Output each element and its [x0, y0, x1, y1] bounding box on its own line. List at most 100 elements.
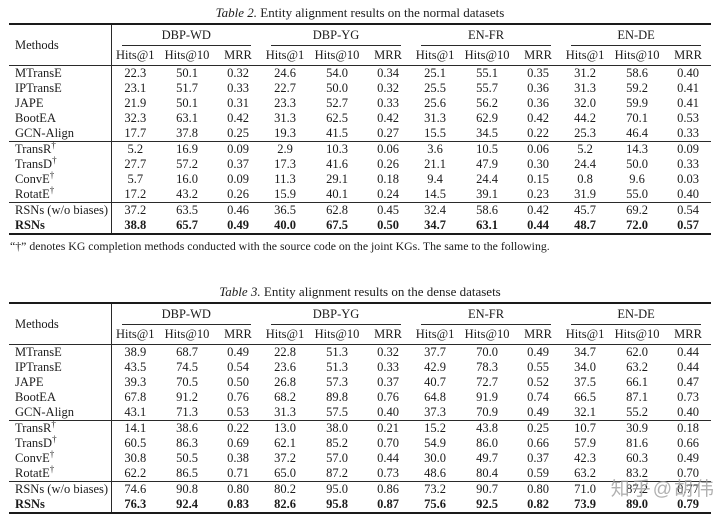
value-cell: 87.1: [626, 390, 648, 404]
method-cell: RotatE†: [15, 463, 55, 480]
value-cell: 70.9: [476, 405, 498, 419]
value-cell: 5.2: [577, 142, 593, 156]
value-cell: 0.82: [527, 497, 549, 511]
value-cell: 0.31: [227, 96, 249, 110]
metric-header: MRR: [515, 46, 562, 66]
metric-header: MRR: [365, 325, 412, 345]
value-cell: 25.1: [424, 66, 446, 80]
value-cell: 80.2: [274, 482, 296, 496]
value-cell: 14.1: [110, 420, 159, 436]
value-cell: 91.9: [476, 390, 498, 404]
value-cell: 0.50: [227, 375, 249, 389]
value-cell: 57.5: [326, 405, 348, 419]
value-cell: 40.0: [274, 218, 296, 232]
value-cell: 0.71: [227, 466, 249, 480]
value-cell: 52.7: [326, 96, 348, 110]
value-cell: 86.0: [476, 436, 498, 450]
value-cell: 15.2: [424, 421, 446, 435]
value-cell: 40.7: [424, 375, 446, 389]
table-row: MTransE 22.3 50.1 0.32 24.6 54.0 0.34 25.1 55.1 0…: [9, 65, 711, 81]
value-cell: 38.9: [110, 344, 159, 360]
value-cell: 0.76: [227, 390, 249, 404]
value-cell: 57.0: [326, 451, 348, 465]
value-cell: 71.0: [574, 482, 596, 496]
metric-header: Hits@1: [110, 46, 159, 66]
value-cell: 50.1: [176, 66, 198, 80]
value-cell: 90.7: [476, 482, 498, 496]
value-cell: 63.5: [176, 203, 198, 217]
value-cell: 0.53: [227, 405, 249, 419]
value-cell: 78.3: [476, 360, 498, 374]
value-cell: 16.9: [176, 142, 198, 156]
value-cell: 62.1: [274, 436, 296, 450]
value-cell: 0.42: [227, 111, 249, 125]
value-cell: 41.6: [326, 157, 348, 171]
value-cell: 31.2: [574, 66, 596, 80]
table-row: RSNs (w/o biases) 37.2 63.5 0.46 36.5 62.8 0.4…: [9, 202, 711, 218]
value-cell: 0.54: [227, 360, 249, 374]
value-cell: 0.18: [677, 421, 700, 435]
table-row: TransR† 14.1 38.6 0.22 13.0 38.0 0.21 15.2 43.8 0…: [9, 418, 711, 436]
value-cell: 23.6: [274, 360, 296, 374]
method-cell: BootEA: [15, 390, 56, 404]
value-cell: 0.80: [227, 482, 249, 496]
value-cell: 30.0: [424, 451, 446, 465]
table3-section: Table 3. Entity alignment results on the…: [9, 284, 712, 514]
value-cell: 30.9: [626, 421, 648, 435]
method-cell: RSNs: [15, 497, 45, 511]
value-cell: 17.7: [110, 126, 159, 142]
value-cell: 68.2: [274, 390, 296, 404]
dagger-mark: †: [49, 169, 55, 180]
value-cell: 14.5: [424, 187, 446, 201]
method-cell: JAPE: [15, 96, 44, 110]
value-cell: 40.1: [326, 187, 348, 201]
table-row: TransD† 27.7 57.2 0.37 17.3 41.6 0.26 21.1 47.9 0…: [9, 155, 711, 172]
value-cell: 25.6: [424, 96, 446, 110]
value-cell: 65.0: [274, 466, 296, 480]
table-row: ConvE† 5.7 16.0 0.09 11.3 29.1 0.18 9.4 24.4 0.15…: [9, 169, 711, 187]
value-cell: 0.47: [677, 375, 700, 389]
value-cell: 62.0: [626, 345, 648, 359]
metric-header: Hits@10: [159, 46, 215, 66]
value-cell: 72.7: [476, 375, 498, 389]
value-cell: 25.3: [574, 126, 596, 140]
value-cell: 30.8: [110, 451, 159, 466]
value-cell: 0.49: [527, 345, 549, 359]
value-cell: 0.37: [527, 451, 549, 465]
value-cell: 57.9: [574, 436, 596, 450]
table-row: MTransE 38.9 68.7 0.49 22.8 51.3 0.32 37.7 70.0 0…: [9, 344, 711, 360]
metric-header: Hits@1: [261, 325, 310, 345]
value-cell: 67.5: [326, 218, 348, 232]
value-cell: 92.4: [176, 497, 198, 511]
value-cell: 3.6: [427, 142, 443, 156]
value-cell: 0.41: [677, 81, 700, 95]
methods-header: Methods: [9, 303, 111, 345]
value-cell: 34.5: [476, 126, 498, 140]
value-cell: 51.3: [326, 345, 348, 359]
header-metric-row: Hits@1 Hits@10 MRR Hits@1 Hits@10 MRR Hits@1 Hi…: [9, 46, 712, 66]
value-cell: 81.6: [626, 436, 648, 450]
method-cell: MTransE: [15, 345, 62, 359]
value-cell: 0.44: [677, 360, 700, 374]
table-row: BootEA 32.3 63.1 0.42 31.3 62.5 0.42 31.3 62.9 0.…: [9, 111, 711, 126]
dagger-mark: †: [51, 418, 56, 429]
metric-header: MRR: [515, 325, 562, 345]
dataset-group-header: DBP-YG: [261, 303, 411, 325]
value-cell: 22.8: [274, 345, 296, 359]
value-cell: 0.33: [377, 96, 399, 110]
value-cell: 55.7: [476, 81, 498, 95]
value-cell: 0.30: [527, 157, 549, 171]
method-cell: RotatE†: [15, 184, 55, 201]
value-cell: 10.5: [476, 142, 498, 156]
value-cell: 31.3: [274, 405, 296, 419]
metric-header: Hits@1: [411, 325, 460, 345]
value-cell: 62.2: [110, 466, 159, 482]
value-cell: 0.21: [377, 421, 399, 435]
value-cell: 25.5: [424, 81, 446, 95]
value-cell: 86.5: [176, 466, 198, 480]
value-cell: 17.2: [110, 187, 159, 203]
value-cell: 87.2: [626, 482, 648, 496]
value-cell: 90.8: [176, 482, 198, 496]
method-cell: GCN-Align: [15, 126, 75, 140]
value-cell: 0.52: [527, 375, 549, 389]
